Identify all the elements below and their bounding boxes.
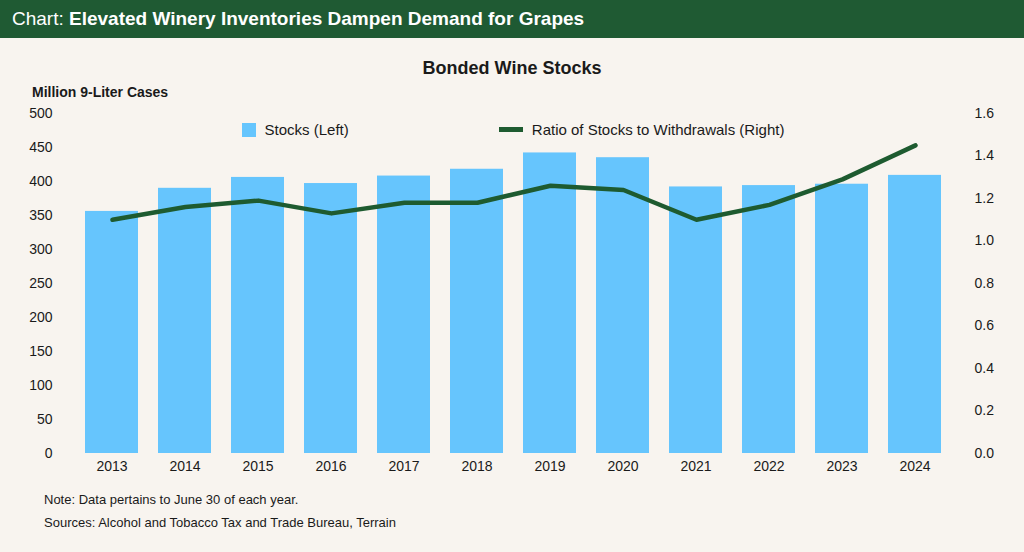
html-text:Stocks (Left): Stocks (Left) [264, 121, 349, 138]
svg-text:0.6: 0.6 [975, 317, 995, 333]
svg-text:0.8: 0.8 [975, 275, 995, 291]
html-text:Ratio of Stocks to Withdrawals: Ratio of Stocks to Withdrawals (Right) [531, 121, 785, 138]
svg-text:1.4: 1.4 [975, 147, 995, 163]
svg-text:2024: 2024 [899, 458, 930, 474]
svg-text:0.4: 0.4 [975, 360, 995, 376]
svg-text:250: 250 [29, 275, 53, 291]
svg-text:2018: 2018 [461, 458, 492, 474]
svg-text:2014: 2014 [169, 458, 200, 474]
svg-text:500: 500 [29, 105, 53, 121]
svg-text:1.2: 1.2 [975, 190, 995, 206]
html-text:Note: Data pertains to June 30: Note: Data pertains to June 30 of each y… [44, 492, 299, 507]
svg-text:2016: 2016 [315, 458, 346, 474]
svg-text:2017: 2017 [388, 458, 419, 474]
svg-text:2021: 2021 [680, 458, 711, 474]
svg-text:2020: 2020 [607, 458, 638, 474]
html-text:Sources: Alcohol and Tobacco T: Sources: Alcohol and Tobacco Tax and Tra… [44, 515, 396, 530]
svg-text:1.6: 1.6 [975, 105, 995, 121]
svg-text:0.2: 0.2 [975, 402, 995, 418]
svg-text:100: 100 [29, 377, 53, 393]
svg-text:2015: 2015 [242, 458, 273, 474]
svg-text:2013: 2013 [96, 458, 127, 474]
svg-text:0: 0 [45, 445, 53, 461]
html-text:Bonded Wine Stocks: Bonded Wine Stocks [422, 58, 602, 78]
svg-text:2022: 2022 [753, 458, 784, 474]
svg-text:200: 200 [29, 309, 53, 325]
html-text:Chart: Elevated Winery Invento: Chart: Elevated Winery Inventories Dampe… [12, 8, 585, 29]
svg-text:400: 400 [29, 173, 53, 189]
html-text:Million 9-Liter Cases: Million 9-Liter Cases [32, 84, 169, 100]
svg-text:2023: 2023 [826, 458, 857, 474]
svg-text:0.0: 0.0 [975, 445, 995, 461]
svg-text:150: 150 [29, 343, 53, 359]
svg-text:2019: 2019 [534, 458, 565, 474]
svg-text:1.0: 1.0 [975, 232, 995, 248]
svg-text:350: 350 [29, 207, 53, 223]
svg-text:50: 50 [37, 411, 53, 427]
svg-text:300: 300 [29, 241, 53, 257]
svg-text:450: 450 [29, 139, 53, 155]
